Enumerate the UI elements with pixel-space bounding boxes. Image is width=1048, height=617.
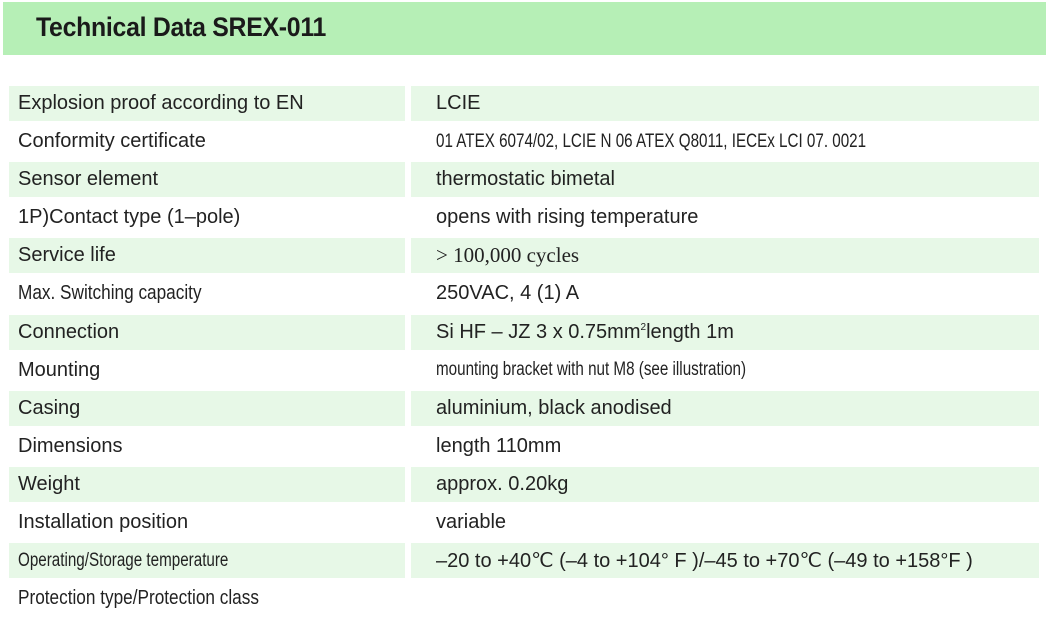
table-row: 1P)Contact type (1–pole) opens with risi… [9, 199, 1039, 237]
row-value: aluminium, black anodised [411, 390, 1039, 426]
row-value-text: aluminium, black anodised [436, 396, 672, 419]
row-value: LCIE [411, 86, 1039, 121]
row-value-text: LCIE [436, 92, 481, 114]
row-label-text: Installation position [18, 511, 189, 534]
connection-length: length 1m [646, 320, 734, 343]
superscript-2: 2 [640, 321, 647, 333]
row-label-text: Weight [18, 472, 80, 495]
row-value: –20 to +40℃ (–4 to +104° F )/–45 to +70℃… [411, 543, 1039, 579]
row-value: mounting bracket with nut M8 (see illust… [411, 353, 1039, 388]
row-label: Casing [9, 390, 405, 426]
row-value-text: variable [436, 511, 507, 534]
row-label-text: Mounting [18, 358, 101, 381]
row-label-text: Max. Switching capacity [18, 282, 202, 305]
table-row: Weight approx. 0.20kg [9, 466, 1039, 504]
row-label: Installation position [9, 505, 405, 540]
row-label: Conformity certificate [9, 124, 405, 159]
table-row: Casing aluminium, black anodised [9, 390, 1039, 428]
row-value [411, 581, 1039, 616]
row-label-text: Casing [18, 396, 81, 419]
row-label-text: 1P)Contact type (1–pole) [18, 206, 241, 229]
table-row: Connection Si HF – JZ 3 x 0.75mm2length … [9, 314, 1039, 352]
connection-value: Si HF – JZ 3 x 0.75mm2length 1m [436, 321, 734, 344]
row-label: Connection [9, 314, 405, 350]
row-value: length 110mm [411, 429, 1039, 464]
row-label-text: Service life [18, 244, 116, 267]
row-label-text: Explosion proof according to EN [18, 92, 304, 114]
row-value-text: > 100,000 cycles [436, 243, 580, 268]
table-row: Protection type/Protection class [9, 580, 1039, 617]
table-row: Service life > 100,000 cycles [9, 237, 1039, 275]
row-label: Service life [9, 238, 405, 274]
table-row: Installation position variable [9, 504, 1039, 542]
table-row: Operating/Storage temperature –20 to +40… [9, 542, 1039, 580]
row-label-text: Conformity certificate [18, 130, 206, 153]
row-label: Max. Switching capacity [9, 276, 405, 311]
table-row: Mounting mounting bracket with nut M8 (s… [9, 352, 1039, 390]
table-row: Sensor element thermostatic bimetal [9, 161, 1039, 199]
connection-spec: Si HF – JZ 3 x 0.75mm [436, 320, 641, 343]
row-label-text: Operating/Storage temperature [18, 549, 229, 571]
row-label: 1P)Contact type (1–pole) [9, 200, 405, 235]
row-value-text: mounting bracket with nut M8 (see illust… [436, 359, 747, 381]
page-title: Technical Data SREX-011 [36, 12, 327, 42]
row-value: opens with rising temperature [411, 200, 1039, 235]
row-label-text: Protection type/Protection class [18, 587, 259, 610]
table-row: Dimensions length 110mm [9, 428, 1039, 466]
row-value-text: approx. 0.20kg [436, 472, 569, 495]
row-value-text: thermostatic bimetal [436, 168, 615, 191]
row-value: Si HF – JZ 3 x 0.75mm2length 1m [411, 314, 1039, 350]
row-value: 01 ATEX 6074/02, LCIE N 06 ATEX Q8011, I… [411, 124, 1039, 159]
technical-data-table: Explosion proof according to EN LCIE Con… [9, 85, 1039, 617]
row-value-text: 01 ATEX 6074/02, LCIE N 06 ATEX Q8011, I… [436, 130, 867, 152]
row-label: Sensor element [9, 162, 405, 198]
row-value: thermostatic bimetal [411, 162, 1039, 198]
row-value-text: –20 to +40℃ (–4 to +104° F )/–45 to +70℃… [436, 550, 973, 573]
table-row: Max. Switching capacity 250VAC, 4 (1) A [9, 275, 1039, 313]
table-row: Explosion proof according to EN LCIE [9, 85, 1039, 123]
row-label: Explosion proof according to EN [9, 86, 405, 121]
row-label-text: Connection [18, 320, 120, 343]
row-value-text: 250VAC, 4 (1) A [436, 282, 580, 305]
row-label: Protection type/Protection class [9, 581, 405, 616]
header-banner: Technical Data SREX-011 [3, 2, 1046, 55]
row-label: Weight [9, 466, 405, 502]
row-label: Dimensions [9, 429, 405, 464]
row-value-text: opens with rising temperature [436, 206, 699, 229]
row-value: approx. 0.20kg [411, 466, 1039, 502]
row-label: Mounting [9, 353, 405, 388]
row-value: > 100,000 cycles [411, 238, 1039, 274]
row-value: variable [411, 505, 1039, 540]
row-label-text: Sensor element [18, 168, 159, 191]
row-value: 250VAC, 4 (1) A [411, 276, 1039, 311]
row-label: Operating/Storage temperature [9, 543, 405, 579]
table-row: Conformity certificate 01 ATEX 6074/02, … [9, 123, 1039, 161]
row-value-text: length 110mm [436, 434, 562, 457]
row-label-text: Dimensions [18, 434, 123, 457]
